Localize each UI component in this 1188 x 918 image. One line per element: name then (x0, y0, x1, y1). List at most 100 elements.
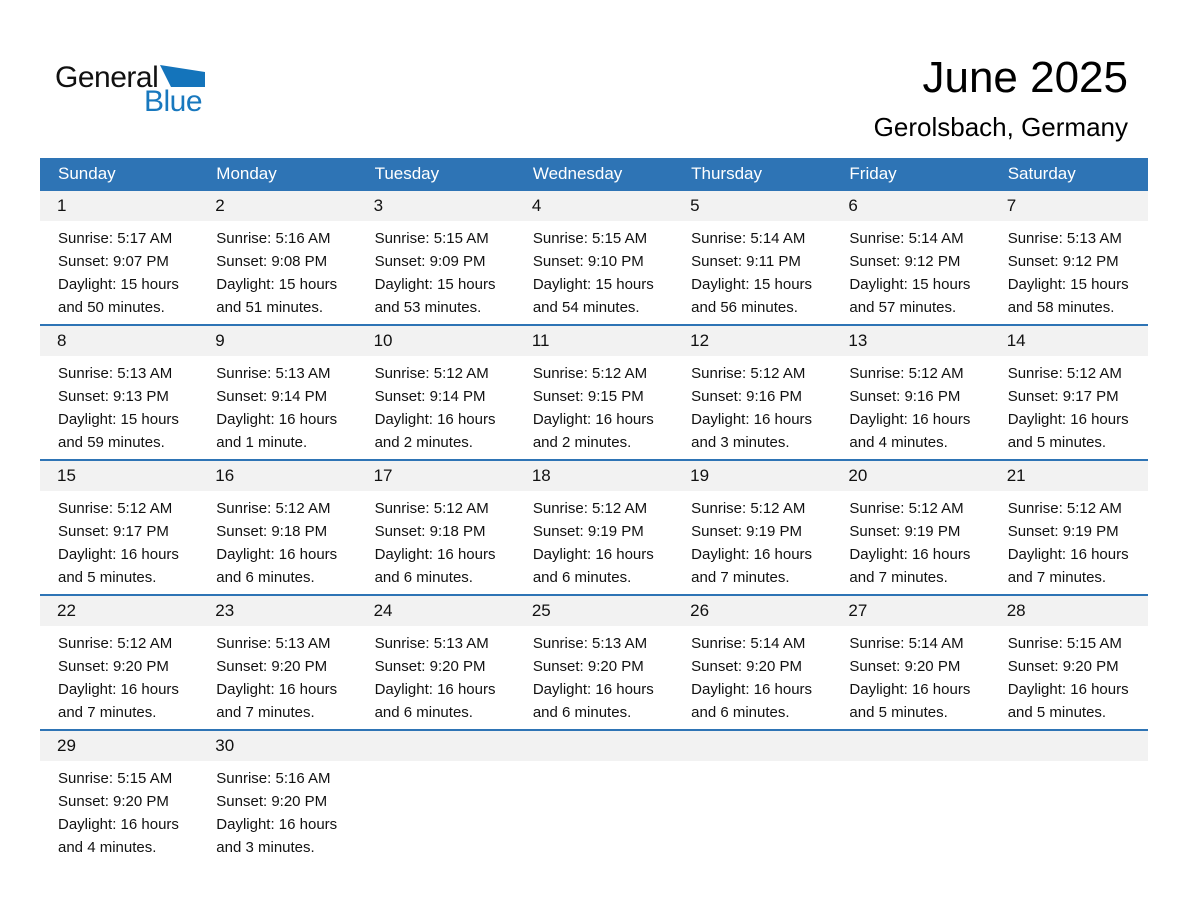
sunrise-text: Sunrise: 5:14 AM (849, 635, 964, 652)
day-number-band: 3 (356, 191, 515, 221)
sunrise-text: Sunrise: 5:12 AM (1007, 500, 1122, 517)
day-info: Sunrise: 5:12 AM Sunset: 9:15 PM Daylight:… (515, 356, 673, 454)
day-info: Sunrise: 5:13 AM Sunset: 9:20 PM Daylight:… (515, 626, 673, 724)
day-info: Sunrise: 5:15 AM Sunset: 9:09 PM Daylight:… (357, 221, 515, 319)
day-number-band: 22 (40, 596, 199, 626)
day-number-band: 21 (989, 461, 1148, 491)
day-number-band: 29 (40, 731, 199, 761)
day-info: Sunrise: 5:13 AM Sunset: 9:13 PM Daylight:… (40, 356, 198, 454)
day-number-band: 7 (989, 191, 1148, 221)
weekday-header-saturday: Saturday (1007, 164, 1076, 183)
day-cell-19: 19 Sunrise: 5:12 AM Sunset: 9:19 PM Dayligh… (673, 461, 832, 594)
page-title: June 2025 (922, 53, 1128, 102)
daylight-text-line2: and 6 minutes. (532, 704, 632, 721)
daylight-text-line2: and 3 minutes. (216, 839, 315, 856)
logo-text-blue: Blue (143, 85, 203, 118)
day-info: Sunrise: 5:13 AM Sunset: 9:14 PM Daylight:… (198, 356, 356, 454)
day-cell-28: 28 Sunrise: 5:15 AM Sunset: 9:20 PM Dayligh… (989, 596, 1148, 729)
sunset-text: Sunset: 9:20 PM (216, 793, 328, 810)
day-info: Sunrise: 5:12 AM Sunset: 9:17 PM Daylight:… (990, 356, 1148, 454)
sunrise-text: Sunrise: 5:15 AM (532, 230, 648, 247)
day-number-band: 20 (831, 461, 990, 491)
day-info: Sunrise: 5:13 AM Sunset: 9:12 PM Daylight:… (990, 221, 1148, 319)
sunset-text: Sunset: 9:17 PM (1007, 388, 1119, 405)
day-number-band: 13 (831, 326, 990, 356)
day-cell-empty (356, 731, 515, 864)
day-info: Sunrise: 5:15 AM Sunset: 9:20 PM Daylight:… (990, 626, 1148, 724)
sunset-text: Sunset: 9:15 PM (532, 388, 644, 405)
sunrise-text: Sunrise: 5:14 AM (691, 635, 806, 652)
daylight-text-line2: and 4 minutes. (58, 839, 157, 856)
sunset-text: Sunset: 9:14 PM (374, 388, 486, 405)
day-number-band: 12 (673, 326, 832, 356)
day-info: Sunrise: 5:13 AM Sunset: 9:20 PM Daylight:… (198, 626, 356, 724)
day-number-band: 8 (40, 326, 199, 356)
day-number-band: 10 (356, 326, 515, 356)
sunset-text: Sunset: 9:18 PM (216, 523, 328, 540)
daylight-text-line2: and 6 minutes. (691, 704, 790, 721)
day-info: Sunrise: 5:12 AM Sunset: 9:14 PM Daylight:… (357, 356, 515, 454)
day-info: Sunrise: 5:14 AM Sunset: 9:12 PM Daylight:… (831, 221, 989, 319)
sunrise-text: Sunrise: 5:12 AM (1007, 365, 1122, 382)
day-number-band: 25 (514, 596, 674, 626)
sunrise-text: Sunrise: 5:14 AM (691, 230, 806, 247)
sunrise-text: Sunrise: 5:13 AM (374, 635, 489, 652)
day-info: Sunrise: 5:12 AM Sunset: 9:18 PM Daylight:… (357, 491, 515, 589)
daylight-text-line1: Daylight: 16 hours (58, 681, 179, 698)
day-number-band: 17 (356, 461, 515, 491)
sunrise-text: Sunrise: 5:15 AM (374, 230, 489, 247)
day-info: Sunrise: 5:17 AM Sunset: 9:07 PM Daylight:… (40, 221, 198, 319)
sunrise-text: Sunrise: 5:12 AM (532, 500, 648, 517)
day-cell-25: 25 Sunrise: 5:13 AM Sunset: 9:20 PM Dayligh… (514, 596, 674, 729)
daylight-text-line1: Daylight: 15 hours (58, 276, 179, 293)
daylight-text-line2: and 7 minutes. (216, 704, 315, 721)
sunrise-text: Sunrise: 5:13 AM (1007, 230, 1122, 247)
daylight-text-line2: and 7 minutes. (691, 569, 790, 586)
sunrise-text: Sunrise: 5:12 AM (58, 635, 173, 652)
day-cell-10: 10 Sunrise: 5:12 AM Sunset: 9:14 PM Dayligh… (356, 326, 515, 459)
day-number-band: 23 (198, 596, 357, 626)
day-cell-empty (831, 731, 990, 864)
day-cell-1: 1 Sunrise: 5:17 AM Sunset: 9:07 PM Daylight… (40, 191, 199, 324)
day-number-band (989, 731, 1148, 761)
sunrise-text: Sunrise: 5:13 AM (216, 635, 331, 652)
daylight-text-line2: and 59 minutes. (58, 434, 165, 451)
title-block: June 2025 Gerolsbach, Germany (874, 53, 1128, 141)
daylight-text-line2: and 5 minutes. (849, 704, 948, 721)
day-cell-22: 22 Sunrise: 5:12 AM Sunset: 9:20 PM Dayligh… (40, 596, 199, 729)
day-info: Sunrise: 5:12 AM Sunset: 9:20 PM Daylight:… (40, 626, 198, 724)
daylight-text-line2: and 6 minutes. (374, 569, 473, 586)
sunset-text: Sunset: 9:13 PM (58, 388, 169, 405)
day-cell-8: 8 Sunrise: 5:13 AM Sunset: 9:13 PM Daylight… (40, 326, 199, 459)
sunset-text: Sunset: 9:20 PM (691, 658, 803, 675)
day-info (990, 761, 1148, 767)
daylight-text-line1: Daylight: 16 hours (532, 411, 654, 428)
sunrise-text: Sunrise: 5:15 AM (58, 770, 173, 787)
daylight-text-line1: Daylight: 16 hours (374, 681, 496, 698)
day-number-band: 28 (989, 596, 1148, 626)
daylight-text-line1: Daylight: 16 hours (532, 681, 654, 698)
sunset-text: Sunset: 9:20 PM (1007, 658, 1119, 675)
daylight-text-line1: Daylight: 16 hours (1007, 546, 1129, 563)
day-number-band (673, 731, 832, 761)
daylight-text-line1: Daylight: 16 hours (849, 546, 971, 563)
sunset-text: Sunset: 9:19 PM (1007, 523, 1119, 540)
daylight-text-line2: and 7 minutes. (1007, 569, 1107, 586)
daylight-text-line2: and 7 minutes. (58, 704, 157, 721)
day-number-band: 14 (989, 326, 1148, 356)
sunrise-text: Sunrise: 5:12 AM (374, 365, 489, 382)
daylight-text-line1: Daylight: 16 hours (691, 411, 813, 428)
daylight-text-line2: and 7 minutes. (849, 569, 948, 586)
sunset-text: Sunset: 9:14 PM (216, 388, 328, 405)
calendar-body: 1 Sunrise: 5:17 AM Sunset: 9:07 PM Daylight… (40, 189, 1148, 864)
sunrise-text: Sunrise: 5:16 AM (216, 770, 331, 787)
sunset-text: Sunset: 9:08 PM (216, 253, 328, 270)
daylight-text-line2: and 2 minutes. (374, 434, 473, 451)
sunset-text: Sunset: 9:17 PM (58, 523, 169, 540)
day-number-band: 1 (40, 191, 199, 221)
daylight-text-line1: Daylight: 15 hours (216, 276, 338, 293)
day-info: Sunrise: 5:14 AM Sunset: 9:20 PM Daylight:… (831, 626, 989, 724)
sunset-text: Sunset: 9:07 PM (58, 253, 169, 270)
daylight-text-line1: Daylight: 15 hours (532, 276, 654, 293)
day-number-band: 26 (673, 596, 832, 626)
